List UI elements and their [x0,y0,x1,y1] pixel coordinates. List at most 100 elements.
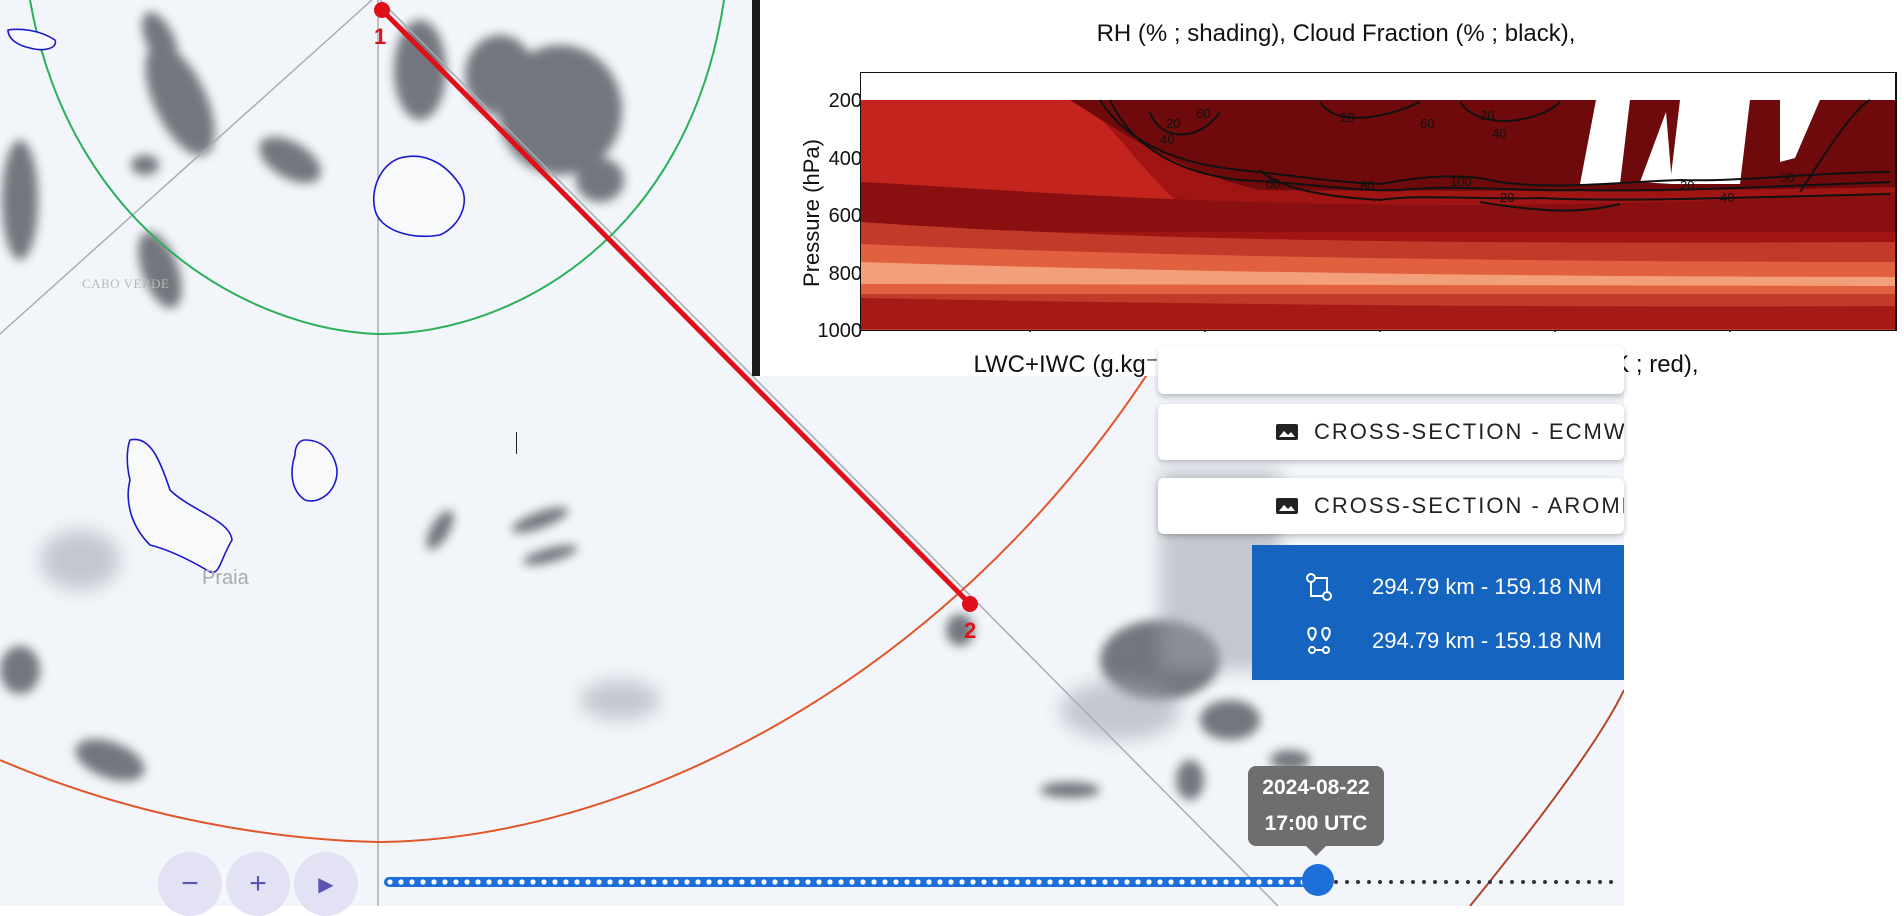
timeline-step-dot [541,879,547,885]
time-tooltip-time: 17:00 UTC [1264,812,1368,835]
timeline-step-dot [1091,879,1097,885]
timeline-step-dot [1587,880,1591,884]
timeline-step-dot [607,879,613,885]
timeline-step-dot [1411,880,1415,884]
timeline-step-dot [629,879,635,885]
distance-row[interactable]: 294.79 km - 159.18 NM [1252,621,1624,661]
timeline-step-dot [871,879,877,885]
timeline-step-dot [827,879,833,885]
timeline-step-dot [1168,879,1174,885]
image-icon [1276,424,1298,440]
contour-label: 60 [1420,116,1434,131]
timeline-step-dot [970,879,976,885]
timeline-slider[interactable] [384,870,1624,894]
route-start-point [374,2,390,18]
contour-label: 40 [1492,126,1506,141]
timeline-step-dot [1576,880,1580,884]
timeline-step-dot [860,879,866,885]
time-tooltip-date: 2024-08-22 [1262,776,1370,799]
timeline-step-dot [1378,880,1382,884]
zoom-out-button[interactable]: − [158,852,222,916]
contour-value-labels: 20 60 40 20 60 20 40 60 80 100 20 20 50 … [1160,106,1794,205]
timeline-step-dot [1543,880,1547,884]
timeline-step-dot [1289,879,1295,885]
cross-section-arome-button[interactable]: CROSS-SECTION - AROME [1158,478,1624,534]
timeline-step-dot [1190,879,1196,885]
timeline-step-dot [508,879,514,885]
place-label-praia: Praia [202,567,249,589]
timeline-step-dot [1521,880,1525,884]
cloud-fraction-contours [1099,99,1891,212]
timeline-step-dot [409,879,415,885]
route-end-point [962,596,978,612]
contour-label: 20 [1166,116,1180,131]
timeline-step-dot [662,879,668,885]
timeline-step-dot [1389,880,1393,884]
satellite-haze [40,470,1280,740]
timeline-step-dot [772,879,778,885]
timeline-step-dot [761,879,767,885]
route-point-label-end: 2 [964,618,977,643]
timeline-step-dot [904,879,910,885]
contour-label: 20 [1340,110,1354,125]
cross-section-ecmwf-button[interactable]: CROSS-SECTION - ECMWF [1158,404,1624,460]
plus-icon: + [249,867,267,900]
timeline-step-dot [398,879,404,885]
timeline-step-dot [1488,880,1492,884]
satellite-clouds [0,12,1310,800]
image-icon [1276,498,1298,514]
timeline-step-dot [706,879,712,885]
timeline-step-dot [1157,879,1163,885]
range-ring-outer-2 [1469,689,1624,906]
contour-label: 40 [1720,190,1734,205]
timeline-step-dot [915,879,921,885]
timeline-step-dot [1223,879,1229,885]
timeline-step-dot [1356,880,1360,884]
contour-label: 60 [1266,176,1280,191]
timeline-step-dot [1212,879,1218,885]
panel-button-hidden[interactable] [1158,346,1624,394]
timeline-step-dot [1565,880,1569,884]
timeline-step-dot [420,879,426,885]
y-tick-1000: 1000 [817,320,863,342]
route-icon [1304,572,1344,602]
contour-label: 80 [1360,178,1374,193]
chart-title-top: RH (% ; shading), Cloud Fraction (% ; bl… [1096,20,1576,47]
timeline-step-dot [453,879,459,885]
timeline-step-dot [1554,880,1558,884]
map-canvas[interactable] [0,0,1624,906]
timeline-step-dot [794,879,800,885]
timeline-step-dot [1003,879,1009,885]
place-label-cabo-verde: CABO VERDE [82,276,170,291]
timeline-step-dot [1267,879,1273,885]
timeline-step-dot [1477,880,1481,884]
timeline-step-dot [1444,880,1448,884]
timeline-step-dot [1345,880,1349,884]
timeline-step-dot [684,879,690,885]
timeline-step-dot [1256,879,1262,885]
timeline-step-dot [816,879,822,885]
timeline-step-dot [1499,880,1503,884]
timeline-step-dot [651,879,657,885]
x-axis-ticks [1029,330,1731,332]
timeline-step-dot [1234,879,1240,885]
timeline-step-dot [926,879,932,885]
cross-section-arome-label: CROSS-SECTION - AROME [1314,493,1624,518]
play-button[interactable]: ▶ [294,852,358,916]
timeline-step-dot [1245,879,1251,885]
timeline-thumb[interactable] [1302,864,1334,896]
timeline-step-dot [1080,879,1086,885]
distance-row[interactable]: 294.79 km - 159.18 NM [1252,567,1624,607]
route-point-label-start: 1 [374,24,387,49]
timeline-step-dot [1400,880,1404,884]
timeline-step-dot [1532,880,1536,884]
timeline-step-dot [728,879,734,885]
timeline-step-dot [1036,879,1042,885]
y-tick-800: 800 [828,263,862,285]
timeline-step-dot [1113,879,1119,885]
timeline-step-dot [717,879,723,885]
timeline-step-dot [1025,879,1031,885]
timeline-step-dot [1466,880,1470,884]
zoom-in-button[interactable]: + [226,852,290,916]
timeline-step-dot [981,879,987,885]
